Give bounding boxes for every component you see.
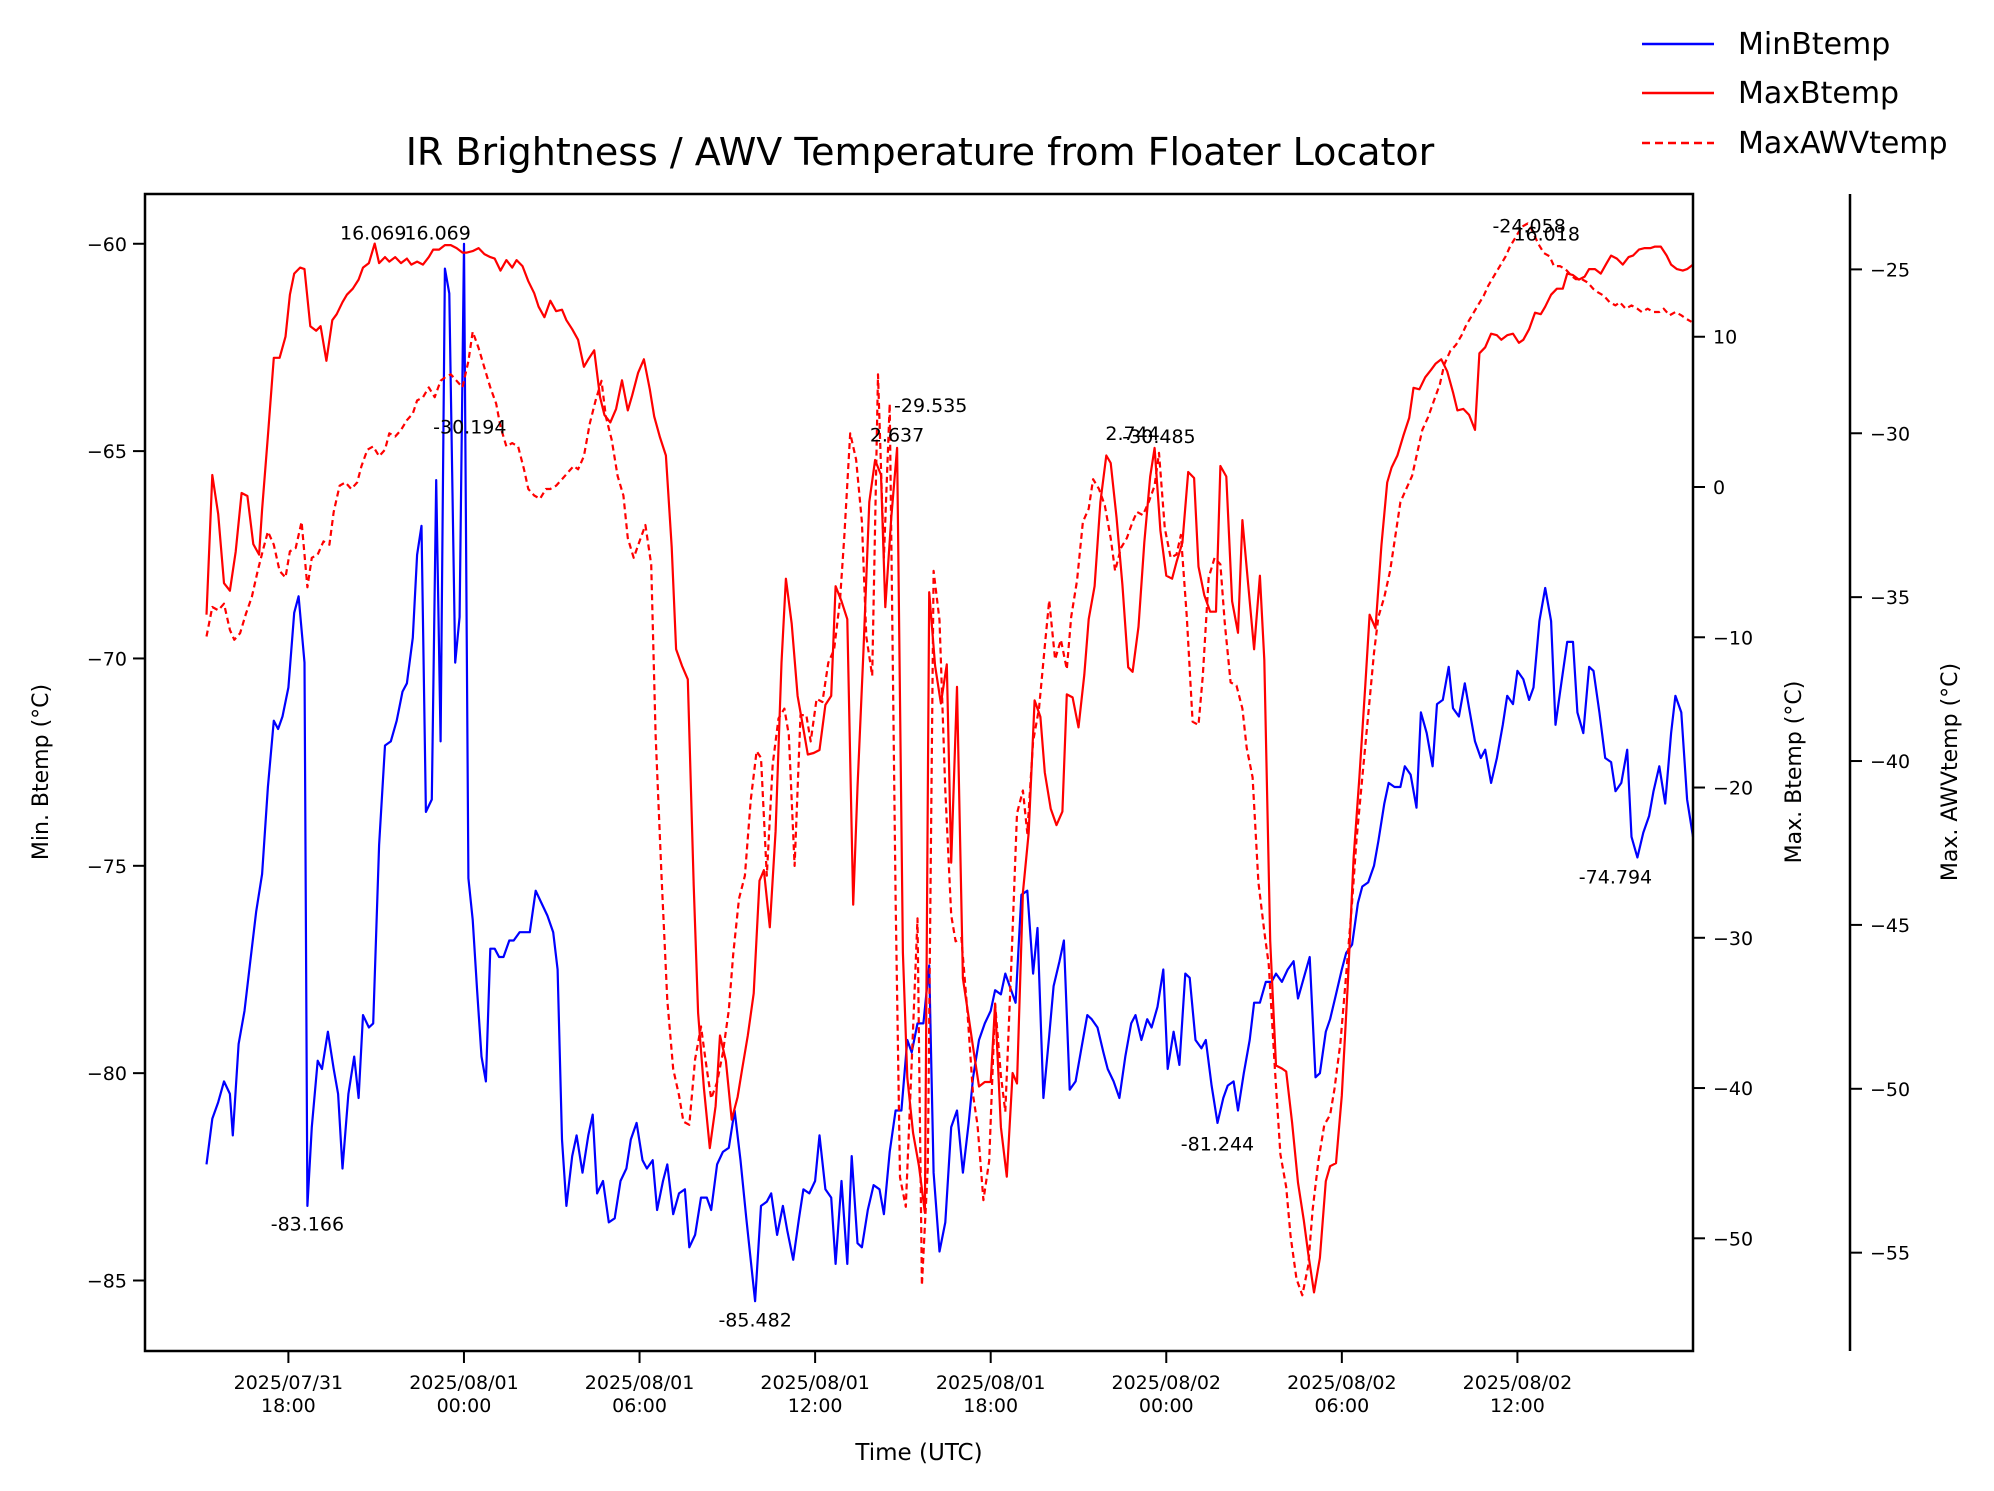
series-line-maxbtemp: [205, 242, 1694, 1294]
series-line-minbtemp: [205, 242, 1695, 1303]
awv-axis-tick-label: −55: [1870, 1243, 1910, 1265]
peak-annotation: -74.794: [1579, 866, 1652, 888]
max-axis-tick-label: −50: [1713, 1228, 1753, 1250]
x-tick-label-time: 18:00: [963, 1395, 1018, 1417]
chart-title: IR Brightness / AWV Temperature from Flo…: [406, 130, 1435, 174]
peak-annotation: -81.244: [1181, 1134, 1254, 1156]
min-axis-tick-label: −60: [87, 234, 127, 256]
y-axis-label-max-awvtemp: Max. AWVtemp (°C): [1938, 663, 1963, 881]
min-axis-tick-label: −85: [87, 1271, 127, 1293]
x-tick-label-date: 2025/08/01: [585, 1372, 695, 1394]
legend-label-minbtemp: MinBtemp: [1738, 27, 1890, 62]
y-axis-label-min-btemp: Min. Btemp (°C): [29, 684, 54, 860]
x-tick-label-time: 00:00: [437, 1395, 492, 1417]
x-tick-label-time: 12:00: [1490, 1395, 1545, 1417]
peak-annotation: -30.485: [1122, 426, 1195, 448]
peak-annotation: -85.482: [718, 1309, 791, 1331]
x-tick-label-date: 2025/07/31: [234, 1372, 344, 1394]
x-tick-label-date: 2025/08/02: [1287, 1372, 1397, 1394]
max-axis-tick-label: −30: [1713, 928, 1753, 950]
x-tick-label-date: 2025/08/01: [936, 1372, 1046, 1394]
x-axis-label: Time (UTC): [854, 1440, 982, 1466]
peak-annotation: -29.535: [894, 395, 967, 417]
min-axis-tick-label: −65: [87, 441, 127, 463]
series-line-maxawvtemp: [205, 222, 1693, 1297]
peak-annotation: 16.069: [340, 223, 406, 245]
y-axis-label-max-btemp: Max. Btemp (°C): [1782, 681, 1807, 864]
min-axis-tick-label: −75: [87, 856, 127, 878]
legend-label-maxbtemp: MaxBtemp: [1738, 76, 1899, 111]
plot-area: [205, 222, 1695, 1303]
x-tick-label-time: 06:00: [1314, 1395, 1369, 1417]
awv-axis-tick-label: −35: [1870, 587, 1910, 609]
x-tick-label-time: 00:00: [1139, 1395, 1194, 1417]
series-layer: [205, 222, 1695, 1303]
plot-frame: [143, 192, 1695, 1353]
peak-annotation: 16.018: [1513, 223, 1579, 245]
x-tick-label-time: 06:00: [612, 1395, 667, 1417]
legend: MinBtemp MaxBtemp MaxAWVtemp: [1642, 27, 1948, 161]
awv-axis-tick-label: −30: [1870, 423, 1910, 445]
awv-axis-tick-label: −40: [1870, 751, 1910, 773]
peak-annotation: -24.058: [1492, 216, 1565, 238]
awv-axis-tick-label: −45: [1870, 915, 1910, 937]
x-tick-label-date: 2025/08/02: [1112, 1372, 1222, 1394]
x-tick-label-date: 2025/08/01: [409, 1372, 519, 1394]
legend-label-maxawvtemp: MaxAWVtemp: [1738, 126, 1948, 161]
awv-axis-tick-label: −50: [1870, 1079, 1910, 1101]
max-axis-tick-label: −10: [1713, 627, 1753, 649]
min-axis-tick-label: −70: [87, 648, 127, 670]
max-axis-tick-label: −40: [1713, 1078, 1753, 1100]
max-axis-tick-label: 10: [1713, 327, 1737, 349]
max-axis-tick-label: 0: [1713, 477, 1725, 499]
x-tick-label-time: 12:00: [788, 1395, 843, 1417]
max-axis-tick-label: −20: [1713, 778, 1753, 800]
x-tick-label-time: 18:00: [261, 1395, 316, 1417]
peak-annotation: 16.069: [404, 223, 470, 245]
awv-axis-tick-label: −25: [1870, 259, 1910, 281]
x-tick-label-date: 2025/08/02: [1463, 1372, 1573, 1394]
x-tick-label-date: 2025/08/01: [760, 1372, 870, 1394]
min-axis-tick-label: −80: [87, 1063, 127, 1085]
peak-annotation: 2.637: [870, 424, 924, 446]
peak-annotation: -83.166: [271, 1213, 344, 1235]
axes-layer: 2025/07/3118:002025/08/0100:002025/08/01…: [87, 234, 1910, 1417]
peak-annotation: -30.194: [433, 417, 506, 439]
peak-annotation: 2.744: [1105, 423, 1159, 445]
